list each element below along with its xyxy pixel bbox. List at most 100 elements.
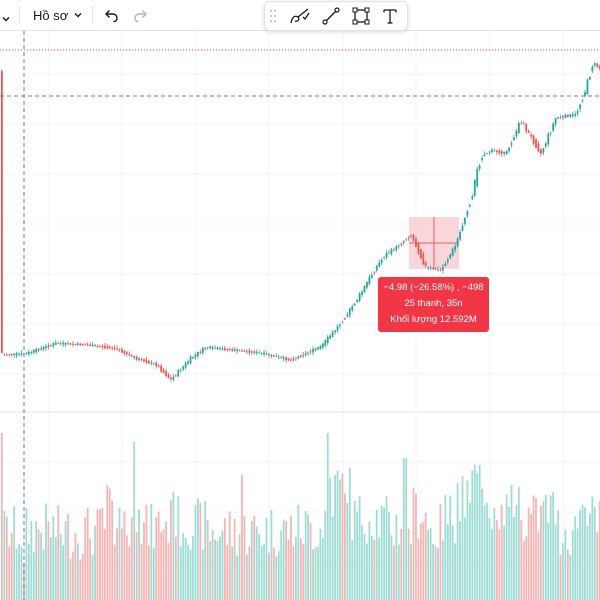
volume-bar [121, 528, 123, 600]
brush-icon[interactable] [287, 4, 313, 28]
volume-bar [488, 518, 491, 600]
volume-bar [59, 533, 62, 600]
candle [231, 349, 234, 351]
candle [258, 352, 261, 354]
candle [62, 342, 65, 345]
candle [422, 253, 425, 265]
drag-handle-icon[interactable] [265, 4, 281, 28]
volume-bar [481, 488, 483, 600]
candle [165, 371, 167, 377]
volume-bar [515, 504, 518, 600]
volume-bar [317, 546, 319, 600]
candle [439, 269, 442, 271]
candle [223, 348, 226, 351]
volume-bar [390, 535, 393, 600]
candle [598, 65, 600, 69]
candle [459, 231, 461, 240]
volume-bar [451, 525, 454, 600]
candle [390, 249, 393, 254]
trend-line-icon[interactable] [318, 4, 344, 28]
candle [395, 246, 398, 251]
volume-bar [103, 528, 106, 600]
volume-bar [216, 540, 219, 600]
measure-volume-text: Khối lượng 12.592M [390, 314, 477, 325]
volume-bar [312, 549, 314, 600]
candle [199, 351, 202, 353]
volume-bar [324, 510, 327, 600]
volume-bar [439, 503, 442, 600]
candle [277, 356, 280, 358]
candle [152, 363, 155, 365]
candle [476, 168, 479, 187]
candle [576, 111, 579, 114]
volume-bar [189, 549, 192, 600]
volume-bar [397, 544, 400, 600]
volume-bar [348, 467, 351, 600]
volume-bar [206, 519, 209, 600]
volume-bar [282, 519, 285, 600]
candle [419, 249, 422, 259]
candle [383, 257, 385, 259]
volume-bar [498, 529, 501, 600]
candle [562, 116, 564, 118]
candle [18, 353, 20, 355]
volume-bar [493, 508, 496, 600]
chevron-down-icon[interactable] [2, 10, 10, 28]
volume-bar [464, 517, 466, 600]
volume-bar [197, 498, 199, 600]
price-chart[interactable] [0, 31, 600, 600]
volume-bar [209, 541, 212, 600]
volume-bar [522, 541, 525, 600]
profile-menu-button[interactable]: Hồ sơ [33, 0, 82, 30]
volume-bar [331, 516, 334, 600]
volume-bar [517, 487, 520, 600]
volume-bar [204, 500, 207, 600]
candle [410, 235, 412, 237]
volume-bar [559, 554, 562, 600]
toolbar-divider [19, 6, 20, 24]
candle [81, 344, 84, 345]
volume-bar [309, 522, 312, 600]
candle [299, 355, 302, 357]
volume-bar [113, 544, 116, 600]
undo-button[interactable] [103, 0, 119, 30]
candle [549, 132, 552, 134]
volume-bar [375, 509, 378, 600]
candle [89, 344, 91, 346]
candle [111, 347, 114, 349]
volume-bar [410, 544, 412, 600]
volume-bar [40, 532, 42, 600]
candle [547, 133, 550, 145]
volume-bar [579, 509, 581, 600]
volume-bar [432, 543, 434, 600]
volume-bar [554, 524, 557, 600]
candle [353, 303, 356, 306]
candle [211, 346, 214, 349]
candle [407, 237, 410, 239]
volume-bar [260, 545, 263, 600]
candle [505, 150, 508, 155]
candle [3, 354, 6, 356]
volume-bar [422, 522, 425, 600]
candle [204, 348, 207, 350]
chevron-down-icon [74, 11, 82, 19]
candle [483, 154, 486, 156]
candle [10, 354, 13, 356]
volume-bar [10, 532, 13, 600]
candle [285, 357, 287, 361]
redo-button[interactable] [133, 0, 149, 30]
volume-bar [476, 473, 479, 600]
volume-bar [491, 528, 493, 600]
rectangle-icon[interactable] [348, 4, 374, 28]
candle [214, 347, 216, 349]
volume-bar [344, 493, 346, 600]
candle [586, 79, 589, 95]
candle [64, 342, 67, 345]
candle [292, 358, 295, 361]
candle [309, 351, 312, 353]
candle [324, 340, 327, 346]
candle [160, 365, 163, 372]
candle [172, 376, 175, 380]
text-icon[interactable] [377, 4, 403, 28]
volume-bar [321, 537, 324, 600]
